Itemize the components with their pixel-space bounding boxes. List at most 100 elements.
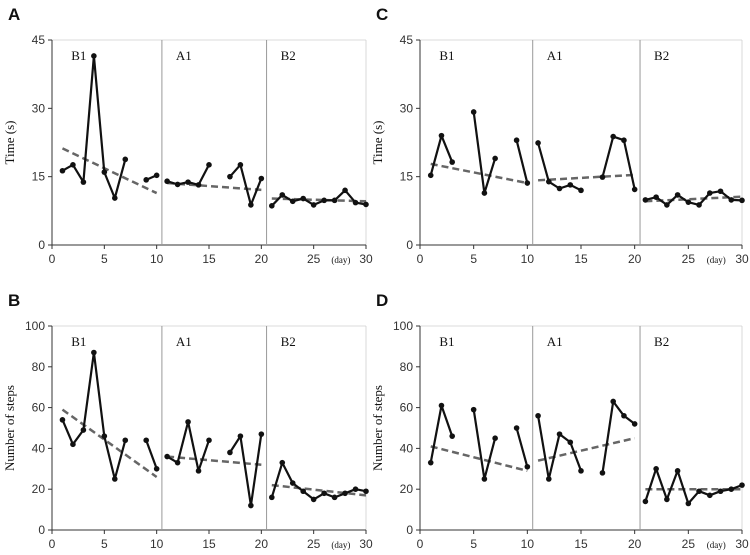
trend-line xyxy=(61,147,158,195)
data-point xyxy=(300,488,307,495)
x-tick-label: 25 xyxy=(682,252,696,266)
x-tick-label: 10 xyxy=(521,252,535,266)
data-point xyxy=(80,427,87,433)
data-point xyxy=(237,162,244,168)
y-tick-label: 100 xyxy=(393,319,413,333)
y-tick-label: 0 xyxy=(406,523,413,537)
x-tick-label: 0 xyxy=(49,537,56,551)
data-point xyxy=(195,468,202,474)
data-point xyxy=(599,470,606,476)
data-point xyxy=(185,419,191,425)
trend-line xyxy=(537,436,635,462)
y-tick-label: 45 xyxy=(400,33,414,47)
data-point xyxy=(363,488,369,495)
x-tick-label: 5 xyxy=(470,537,477,551)
data-point xyxy=(195,182,202,188)
data-point xyxy=(91,53,97,59)
data-point xyxy=(70,441,76,448)
data-point xyxy=(59,167,66,174)
data-point xyxy=(164,453,170,460)
data-line xyxy=(229,163,263,206)
data-point xyxy=(513,137,520,144)
y-tick-label: 80 xyxy=(400,360,414,374)
data-point xyxy=(269,494,275,501)
data-line xyxy=(537,142,582,192)
y-tick-label: 30 xyxy=(400,101,414,115)
x-tick-label: 30 xyxy=(735,537,749,551)
data-point xyxy=(438,402,445,409)
data-point xyxy=(546,178,552,185)
panel-d: D 0 20 40 60 80 100 0 5 10 15 20 25 30 (day) Number of … xyxy=(370,291,749,551)
x-tick-label: 0 xyxy=(417,252,424,266)
data-line xyxy=(429,134,454,176)
phase-label-b1: B1 xyxy=(439,48,454,63)
phase-label-b1: B1 xyxy=(71,48,86,63)
data-point xyxy=(112,476,118,482)
panel-letter-b: B xyxy=(8,291,20,310)
data-point xyxy=(427,459,434,466)
data-point xyxy=(728,486,735,493)
data-point xyxy=(122,437,129,444)
y-tick-label: 30 xyxy=(32,101,46,115)
y-tick-label: 15 xyxy=(32,170,46,184)
phase-label-a1: A1 xyxy=(176,334,192,349)
data-point xyxy=(227,173,233,180)
y-tick-label: 0 xyxy=(38,238,45,252)
data-line xyxy=(515,139,529,184)
trend-line xyxy=(271,483,367,497)
data-point xyxy=(535,412,541,419)
data-point xyxy=(578,187,584,194)
data-point xyxy=(112,195,118,201)
data-point xyxy=(696,488,702,495)
x-tick-label: 10 xyxy=(150,252,164,266)
data-line xyxy=(515,427,529,468)
x-tick-label: 5 xyxy=(101,252,108,266)
data-point xyxy=(674,192,681,198)
data-point xyxy=(91,349,97,356)
data-line xyxy=(645,190,743,206)
panel-letter-a: A xyxy=(8,5,20,24)
data-point xyxy=(642,197,649,203)
phase-label-b2: B2 xyxy=(281,48,296,63)
data-point xyxy=(470,109,477,115)
data-point xyxy=(535,140,541,146)
y-axis-title: Number of steps xyxy=(370,385,385,471)
data-point xyxy=(621,137,627,144)
data-point xyxy=(310,496,317,503)
y-tick-label: 45 xyxy=(32,33,46,47)
x-tick-label: 10 xyxy=(521,537,535,551)
data-point xyxy=(664,496,670,503)
data-point xyxy=(80,179,87,185)
y-tick-label: 20 xyxy=(400,482,414,496)
phase-label-a1: A1 xyxy=(176,48,192,63)
y-tick-label: 20 xyxy=(32,482,46,496)
data-point xyxy=(248,202,254,208)
panel-letter-d: D xyxy=(376,291,388,310)
data-point xyxy=(546,476,552,482)
data-point xyxy=(143,437,149,444)
phase-label-b2: B2 xyxy=(281,334,296,349)
data-point xyxy=(653,194,659,200)
x-tick-label: 15 xyxy=(574,252,588,266)
data-point xyxy=(143,177,149,183)
data-line xyxy=(644,467,743,505)
y-axis-title: Time (s) xyxy=(2,121,17,165)
phase-label-a1: A1 xyxy=(547,334,563,349)
data-point xyxy=(269,203,275,209)
data-point xyxy=(524,463,531,470)
data-point xyxy=(728,197,735,203)
x-tick-label: 5 xyxy=(101,537,108,551)
data-point xyxy=(289,198,296,205)
y-tick-label: 0 xyxy=(38,523,45,537)
data-point xyxy=(310,202,317,208)
y-tick-label: 80 xyxy=(32,360,46,374)
data-point xyxy=(342,187,348,194)
data-line xyxy=(537,415,583,481)
data-point xyxy=(621,412,627,419)
x-tick-label: 20 xyxy=(255,252,269,266)
data-point xyxy=(610,133,616,140)
phase-label-b2: B2 xyxy=(654,48,669,63)
data-line xyxy=(228,433,263,507)
data-point xyxy=(470,406,477,413)
